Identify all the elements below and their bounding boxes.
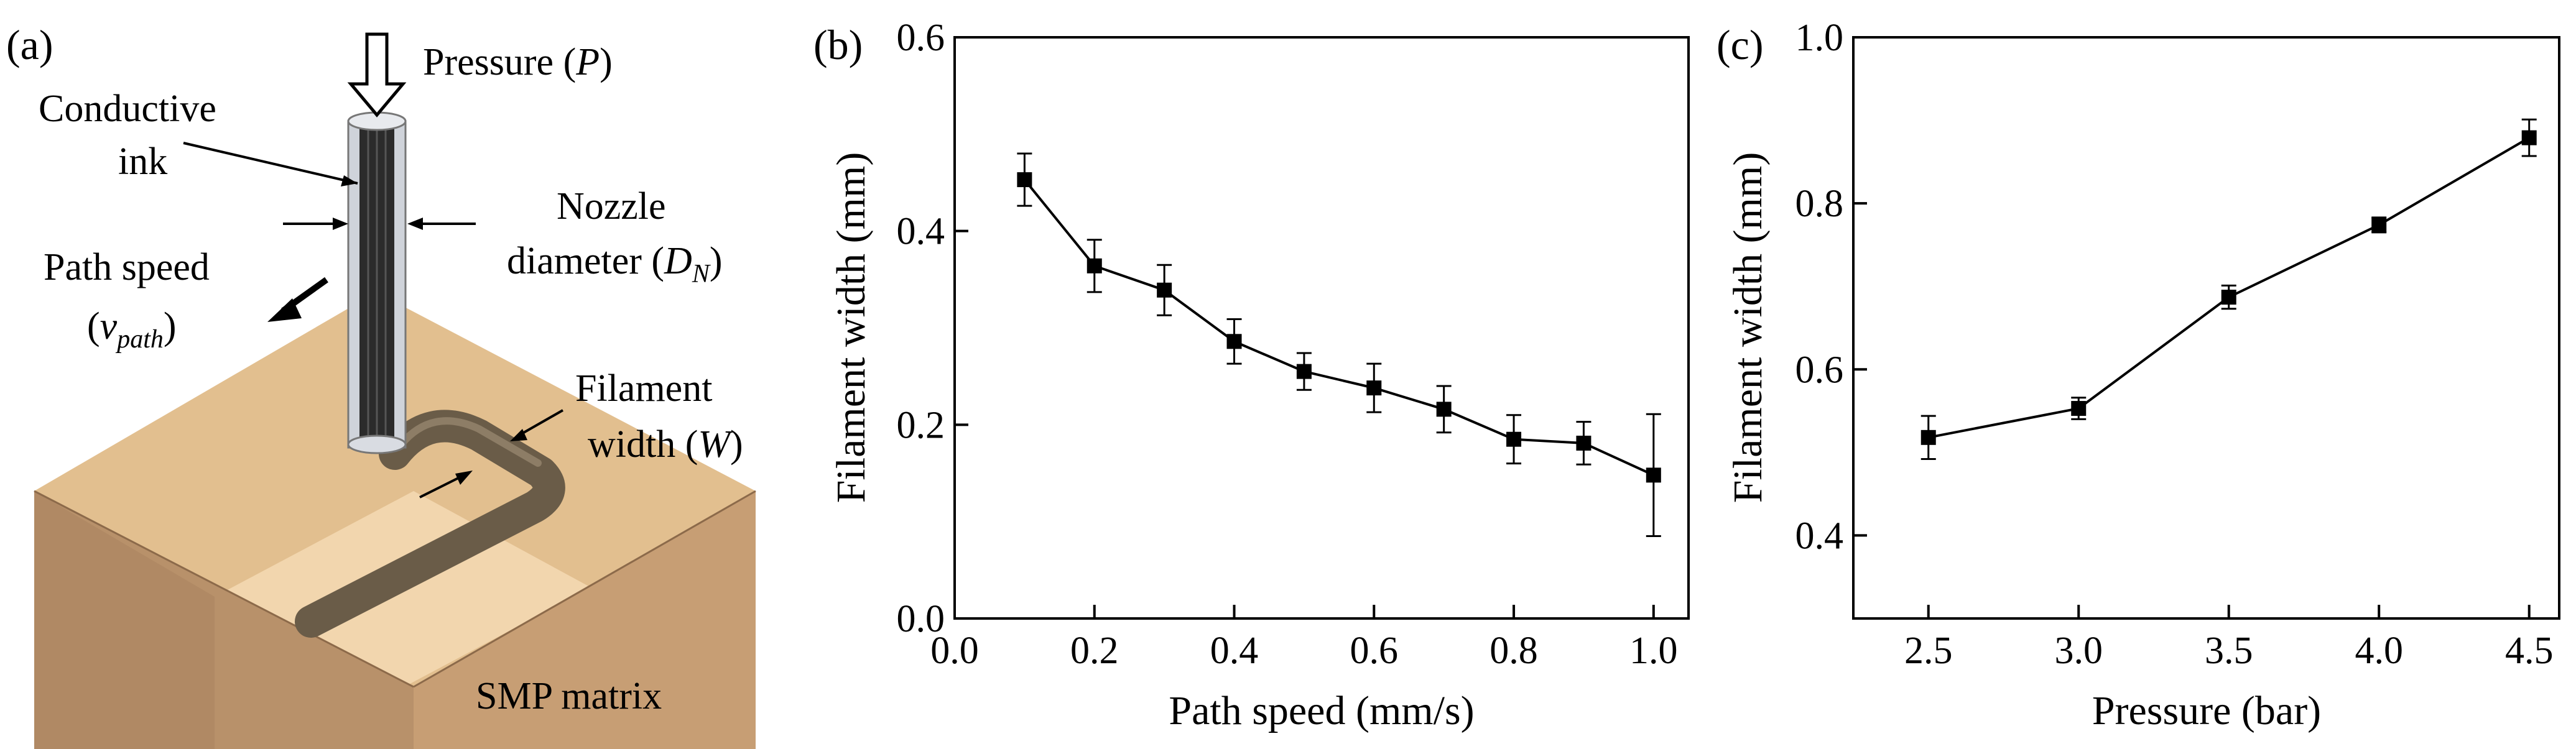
speed-label-line2: (vpath)	[87, 305, 177, 354]
block-top-edge-right	[413, 490, 756, 688]
nozzle-label-line2: diameter (DN)	[507, 240, 722, 288]
x-tick-label: 0.6	[1350, 630, 1399, 672]
filament-width-leader-arrowhead-icon	[510, 429, 527, 441]
pressure-label: Pressure (P)	[423, 41, 613, 83]
x-axis-title: Path speed (mm/s)	[1169, 688, 1474, 733]
y-tick-label: 0.6	[1795, 349, 1844, 391]
x-axis: 2.5 3.0 3.5 4.0 4.5	[1904, 605, 2553, 672]
block-right-face	[414, 491, 756, 749]
x-tick-label: 4.0	[2355, 630, 2403, 672]
panel-a-label: (a)	[6, 21, 53, 68]
data-point-marker	[2521, 130, 2537, 145]
x-tick-label: 2.5	[1904, 630, 1953, 672]
x-tick-label: 3.5	[2205, 630, 2253, 672]
plot-frame	[1852, 36, 2560, 620]
y-tick-label: 0.4	[1795, 515, 1844, 557]
data-series	[1017, 152, 1661, 538]
x-axis: 0.0 0.2 0.4 0.6 0.8 1.0	[930, 605, 1678, 672]
y-tick-label: 0.6	[897, 17, 945, 59]
ink-label-line2: ink	[118, 140, 167, 183]
nozzle-bottom-rim	[347, 434, 407, 454]
y-tick-label: 0.8	[1795, 183, 1844, 225]
pressure-arrow-icon	[347, 32, 407, 117]
printed-filament	[295, 410, 565, 638]
filament-width-inner-arrowhead-icon	[455, 471, 473, 485]
y-tick-label: 0.0	[897, 598, 945, 640]
y-axis: 0.4 0.6 0.8 1.0	[1795, 17, 1867, 557]
data-point-marker	[1296, 364, 1312, 379]
data-point-marker	[1436, 402, 1452, 417]
filament-label-line1: Filament	[575, 367, 712, 410]
data-series	[1920, 118, 2537, 461]
panel-b-chart: (b) 0.0 0.2 0.4 0.6 0.0 0.2 0.4 0.6 0.8 1.0 Path…	[813, 17, 1690, 733]
data-point-marker	[1646, 467, 1661, 483]
panel-c-label: (c)	[1717, 21, 1763, 68]
plot-frame	[953, 36, 1690, 620]
filament-highlight	[397, 417, 542, 467]
data-point-marker	[1366, 380, 1382, 396]
data-point-marker	[1086, 258, 1102, 273]
x-tick-label: 1.0	[1629, 630, 1678, 672]
x-tick-label: 0.2	[1070, 630, 1119, 672]
smp-matrix-label: SMP matrix	[476, 675, 662, 717]
panel-a-schematic: (a) Pressure (P)	[6, 21, 756, 749]
y-tick-label: 0.4	[897, 211, 945, 253]
data-point-marker	[2371, 217, 2387, 232]
y-tick-label: 0.2	[897, 404, 945, 446]
y-axis-title: Filament width (mm)	[1725, 152, 1771, 503]
data-point-marker	[2071, 401, 2087, 416]
ink-leader-line	[183, 142, 358, 185]
x-axis-title: Pressure (bar)	[2092, 688, 2321, 733]
filament-width-leader-line	[519, 409, 563, 436]
nozzle-label-line1: Nozzle	[557, 185, 666, 227]
x-tick-label: 0.4	[1210, 630, 1259, 672]
y-axis: 0.0 0.2 0.4 0.6	[897, 17, 968, 640]
speed-label-line1: Path speed	[44, 246, 210, 288]
data-point-marker	[1157, 282, 1172, 298]
nozzle	[347, 111, 407, 454]
path-speed-arrowhead-icon	[267, 298, 302, 322]
x-tick-label: 0.0	[930, 630, 979, 672]
data-point-marker	[2221, 290, 2236, 305]
panel-c-chart: (c) 0.4 0.6 0.8 1.0 2.5 3.0 3.5 4.0 4.5 Pressur…	[1717, 17, 2560, 733]
block-top-edge	[34, 490, 414, 688]
x-tick-label: 0.8	[1490, 630, 1538, 672]
data-point-marker	[1576, 435, 1591, 451]
data-point-marker	[1017, 172, 1032, 188]
data-point-marker	[1226, 334, 1242, 349]
series-line	[1023, 178, 1654, 477]
x-tick-label: 4.5	[2505, 630, 2554, 672]
nozzle-diameter-right-arrowhead-icon	[407, 218, 423, 230]
ink-label-line1: Conductive	[39, 88, 216, 130]
x-tick-label: 3.0	[2054, 630, 2103, 672]
ink-leader-arrowhead-icon	[341, 175, 358, 186]
filament-width-inner-arrow-line	[419, 474, 464, 499]
data-point-marker	[1506, 431, 1522, 447]
y-tick-label: 1.0	[1795, 17, 1844, 59]
nozzle-diameter-left-arrowhead-icon	[333, 218, 348, 230]
filament-label-line2: width (W)	[588, 423, 743, 466]
block-left-face	[34, 491, 414, 749]
block-left-shade	[34, 491, 215, 749]
panel-b-label: (b)	[813, 21, 863, 68]
data-point-marker	[1920, 430, 1936, 445]
y-axis-title: Filament width (mm)	[828, 152, 874, 503]
